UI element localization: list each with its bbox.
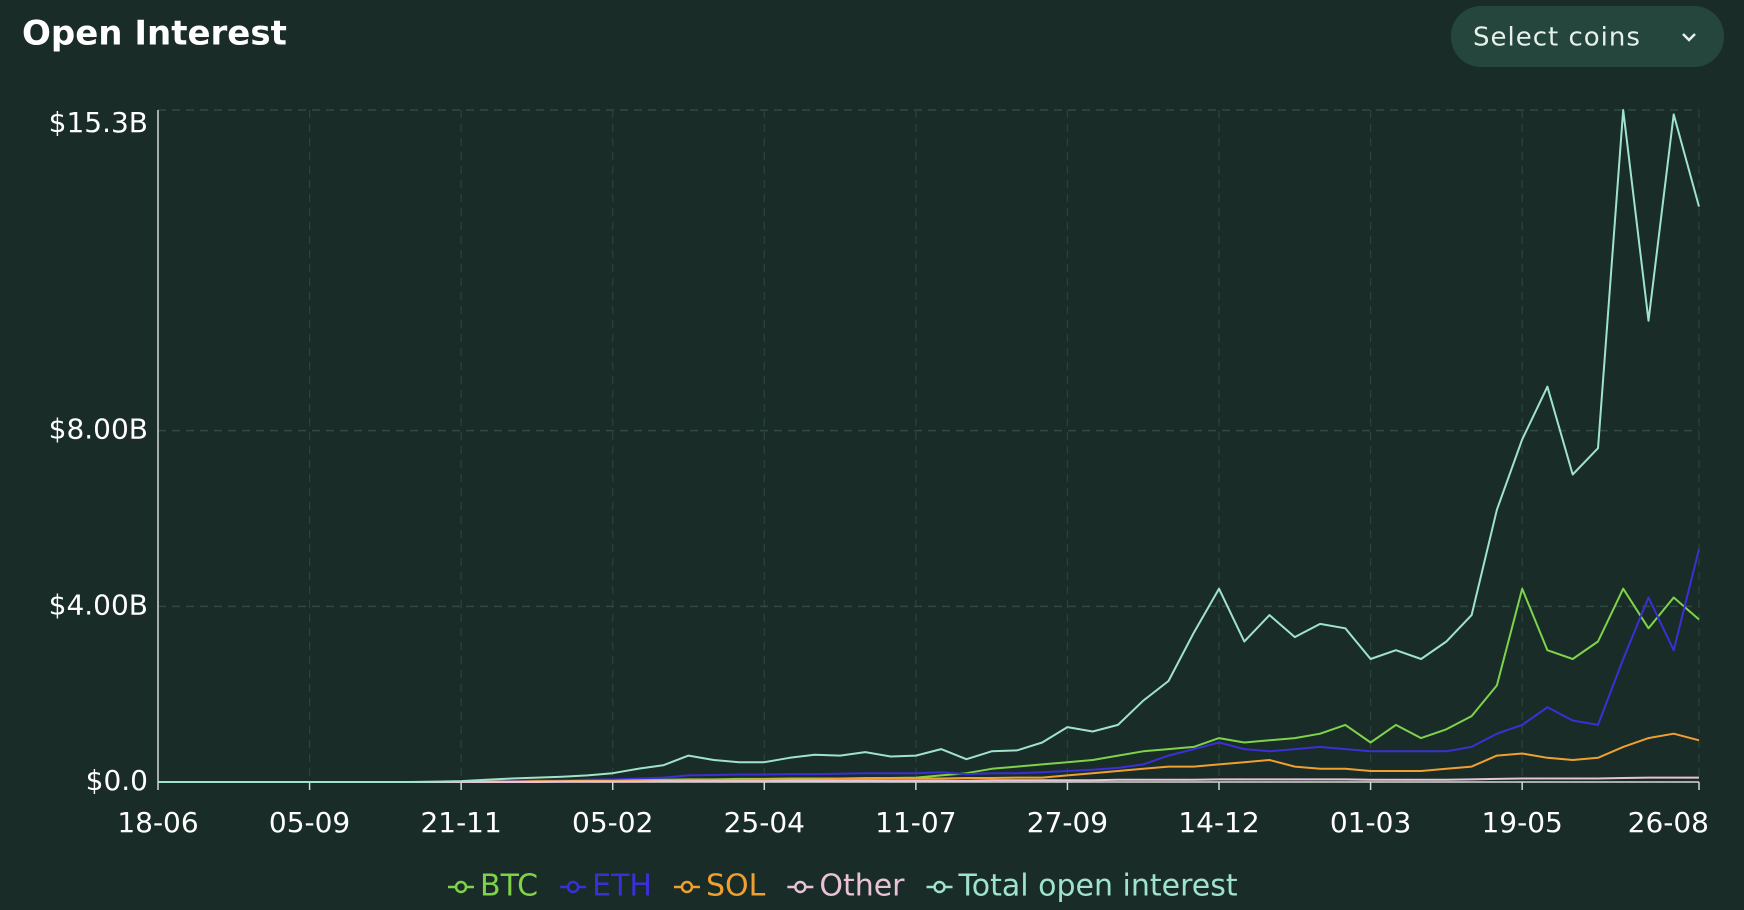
legend: BTC ETH SOL Other Total open interest <box>448 869 1238 904</box>
chart-title: Open Interest <box>22 14 287 54</box>
x-tick-label: 25-04 <box>724 806 805 839</box>
legend-label: BTC <box>480 869 538 904</box>
x-tick-label: 27-09 <box>1027 806 1108 839</box>
y-tick-label: $8.00B <box>49 413 148 446</box>
legend-marker-dot <box>566 880 580 894</box>
x-tick-label: 21-11 <box>420 806 501 839</box>
legend-label: Other <box>819 869 905 904</box>
button-label[interactable]: Select coins <box>1473 23 1641 53</box>
x-tick-label: 05-09 <box>269 806 350 839</box>
button-background[interactable] <box>1451 6 1724 67</box>
y-tick-label: $15.3B <box>49 106 148 139</box>
legend-marker-dot <box>680 880 694 894</box>
x-tick-label: 14-12 <box>1178 806 1259 839</box>
legend-label: Total open interest <box>958 869 1238 904</box>
legend-marker-dot <box>794 880 807 894</box>
y-tick-label: $0.0 <box>86 764 148 797</box>
legend-marker-dot <box>933 880 946 894</box>
legend-label: ETH <box>592 869 652 904</box>
x-tick-label: 05-02 <box>572 806 653 839</box>
y-tick-label: $4.00B <box>49 588 148 621</box>
legend-label: SOL <box>706 869 766 904</box>
select-coins-button[interactable]: Select coins <box>1451 6 1724 67</box>
x-tick-label: 26-08 <box>1628 806 1709 839</box>
x-tick-label: 19-05 <box>1481 806 1562 839</box>
chevron-icon[interactable] <box>1682 33 1696 42</box>
legend-marker-dot <box>454 880 468 894</box>
x-tick-label: 18-06 <box>117 806 198 839</box>
x-tick-label: 01-03 <box>1330 806 1411 839</box>
x-tick-label: 11-07 <box>875 806 956 839</box>
series-line <box>158 109 1700 783</box>
